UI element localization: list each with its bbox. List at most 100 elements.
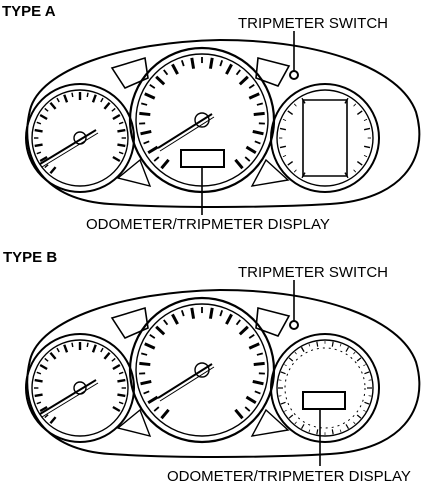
gauge-tick bbox=[39, 405, 48, 413]
gauge-tick bbox=[112, 405, 121, 413]
gauge-tick bbox=[300, 424, 305, 430]
gauge-tick bbox=[100, 347, 104, 353]
type-a-speedometer-ticks bbox=[139, 57, 265, 170]
gauge-tick bbox=[71, 92, 74, 98]
gauge-tick bbox=[112, 363, 121, 371]
gauge-tick bbox=[49, 101, 57, 110]
gauge-tick bbox=[308, 343, 311, 347]
type-a-diagram bbox=[24, 31, 421, 215]
gauge-tick bbox=[339, 429, 342, 433]
gauge-tick bbox=[44, 164, 49, 169]
gauge-tick bbox=[288, 414, 294, 419]
gauge-tick bbox=[34, 143, 43, 148]
gauge-tick bbox=[111, 107, 116, 112]
type-a-tripmeter-switch-label: TRIPMETER SWITCH bbox=[238, 15, 388, 32]
gauge-tick bbox=[49, 166, 57, 175]
gauge-tick bbox=[363, 145, 371, 149]
gauge-tick bbox=[288, 357, 294, 362]
gauge-tick bbox=[279, 145, 287, 149]
gauge-tick bbox=[345, 424, 350, 430]
gauge-tick bbox=[149, 84, 156, 89]
gauge-tick bbox=[294, 351, 297, 355]
gauge-tick bbox=[301, 172, 306, 179]
gauge-tick bbox=[39, 113, 48, 121]
gauge-tick bbox=[36, 121, 42, 125]
gauge-tick bbox=[56, 97, 60, 103]
gauge-tick bbox=[294, 421, 297, 425]
gauge-tick bbox=[331, 429, 334, 435]
gauge-tick bbox=[190, 57, 196, 69]
gauge-tick bbox=[293, 169, 297, 173]
gauge-tick bbox=[112, 113, 121, 121]
gauge-tick bbox=[248, 84, 255, 89]
gauge-tick bbox=[245, 145, 257, 155]
gauge-tick bbox=[100, 97, 104, 103]
type-b-left-gauge-ticks bbox=[34, 342, 126, 425]
gauge-tick bbox=[160, 158, 170, 170]
gauge-tick bbox=[248, 92, 260, 100]
gauge-tick bbox=[118, 401, 124, 405]
gauge-tick bbox=[364, 401, 370, 405]
gauge-tick bbox=[253, 111, 265, 117]
gauge-tick bbox=[363, 409, 366, 412]
gauge-tick bbox=[111, 357, 116, 362]
gauge-tick bbox=[244, 156, 251, 162]
gauge-tick bbox=[139, 111, 151, 117]
gauge-tick bbox=[356, 414, 362, 419]
gauge-tick bbox=[71, 342, 74, 348]
type-b-right-visor bbox=[255, 306, 291, 337]
gauge-tick bbox=[254, 390, 261, 395]
gauge-tick bbox=[252, 379, 264, 386]
type-a-heading: TYPE A bbox=[2, 3, 56, 20]
gauge-tick bbox=[279, 127, 287, 131]
gauge-tick bbox=[91, 94, 97, 103]
gauge-tick bbox=[49, 416, 57, 425]
gauge-tick bbox=[208, 57, 214, 69]
gauge-tick bbox=[208, 307, 214, 319]
gauge-tick bbox=[180, 60, 185, 67]
gauge-tick bbox=[353, 351, 356, 355]
gauge-tick bbox=[56, 347, 60, 353]
gauge-tick bbox=[284, 409, 287, 412]
gauge-tick bbox=[308, 429, 311, 433]
gauge-tick bbox=[86, 342, 89, 348]
type-b-right-gauge-ticks bbox=[278, 341, 372, 435]
gauge-tick bbox=[293, 103, 297, 107]
gauge-tick bbox=[147, 145, 159, 155]
gauge-tick bbox=[39, 363, 48, 371]
gauge-tick bbox=[143, 390, 150, 395]
gauge-tick bbox=[353, 169, 357, 173]
type-b-right-gauge bbox=[270, 333, 380, 443]
gauge-tick bbox=[44, 414, 49, 419]
gauge-tick bbox=[316, 341, 319, 347]
gauge-tick bbox=[287, 160, 294, 166]
gauge-tick bbox=[44, 357, 49, 362]
gauge-tick bbox=[363, 154, 368, 158]
gauge-tick bbox=[117, 128, 126, 133]
gauge-tick bbox=[219, 60, 224, 67]
type-b-tripmeter-switch bbox=[289, 320, 299, 330]
gauge-tick bbox=[36, 371, 42, 375]
gauge-tick bbox=[163, 69, 169, 76]
gauge-tick bbox=[36, 151, 42, 155]
gauge-tick bbox=[139, 361, 151, 367]
gauge-tick bbox=[117, 143, 126, 148]
gauge-tick bbox=[238, 75, 249, 86]
gauge-tick bbox=[356, 110, 363, 116]
gauge-tick bbox=[155, 325, 166, 336]
gauge-tick bbox=[345, 346, 350, 352]
type-a-right-gauge-ticks bbox=[279, 97, 371, 179]
gauge-tick bbox=[118, 371, 124, 375]
gauge-tick bbox=[117, 378, 126, 383]
gauge-tick bbox=[163, 319, 169, 326]
gauge-tick bbox=[238, 325, 249, 336]
gauge-tick bbox=[225, 313, 233, 325]
gauge-tick bbox=[153, 156, 160, 162]
gauge-tick bbox=[300, 346, 305, 352]
gauge-tick bbox=[284, 364, 287, 367]
gauge-tick bbox=[171, 63, 179, 75]
gauge-tick bbox=[39, 155, 48, 163]
type-b-heading: TYPE B bbox=[3, 249, 58, 266]
gauge-tick bbox=[244, 406, 251, 412]
gauge-tick bbox=[234, 408, 244, 420]
